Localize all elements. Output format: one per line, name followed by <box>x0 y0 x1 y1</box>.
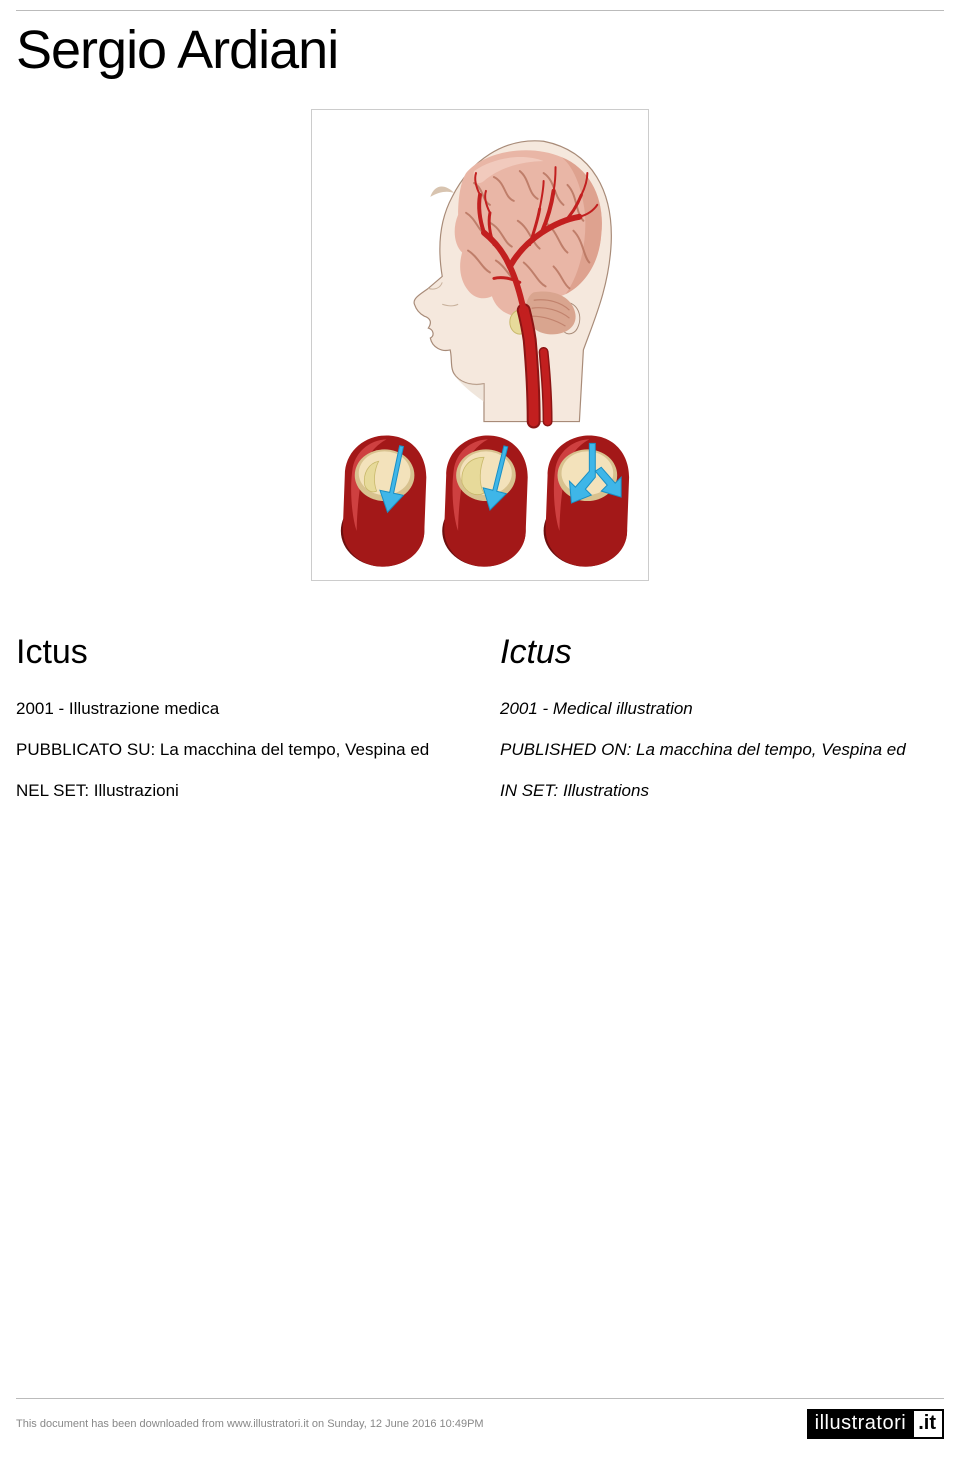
published-italian: PUBBLICATO SU: La macchina del tempo, Ve… <box>16 739 460 762</box>
author-name: Sergio Ardiani <box>16 19 960 81</box>
column-italian: Ictus 2001 - Illustrazione medica PUBBLI… <box>16 633 460 821</box>
published-english: PUBLISHED ON: La macchina del tempo, Ves… <box>500 739 944 762</box>
year-type-english: 2001 - Medical illustration <box>500 698 944 721</box>
set-english: IN SET: Illustrations <box>500 780 944 803</box>
figure-container <box>0 109 960 581</box>
download-notice: This document has been downloaded from w… <box>16 1418 484 1430</box>
medical-illustration-frame <box>311 109 649 581</box>
year-type-italian: 2001 - Illustrazione medica <box>16 698 460 721</box>
set-italian: NEL SET: Illustrazioni <box>16 780 460 803</box>
description-columns: Ictus 2001 - Illustrazione medica PUBBLI… <box>0 633 960 821</box>
title-italian: Ictus <box>16 633 460 672</box>
column-english: Ictus 2001 - Medical illustration PUBLIS… <box>500 633 944 821</box>
page-footer: This document has been downloaded from w… <box>16 1398 944 1439</box>
illustratori-logo: illustratori .it <box>807 1409 944 1439</box>
logo-text-left: illustratori <box>807 1409 915 1439</box>
top-divider <box>16 10 944 11</box>
logo-text-right: .it <box>914 1409 944 1439</box>
ictus-illustration <box>315 113 645 577</box>
title-english: Ictus <box>500 633 944 672</box>
